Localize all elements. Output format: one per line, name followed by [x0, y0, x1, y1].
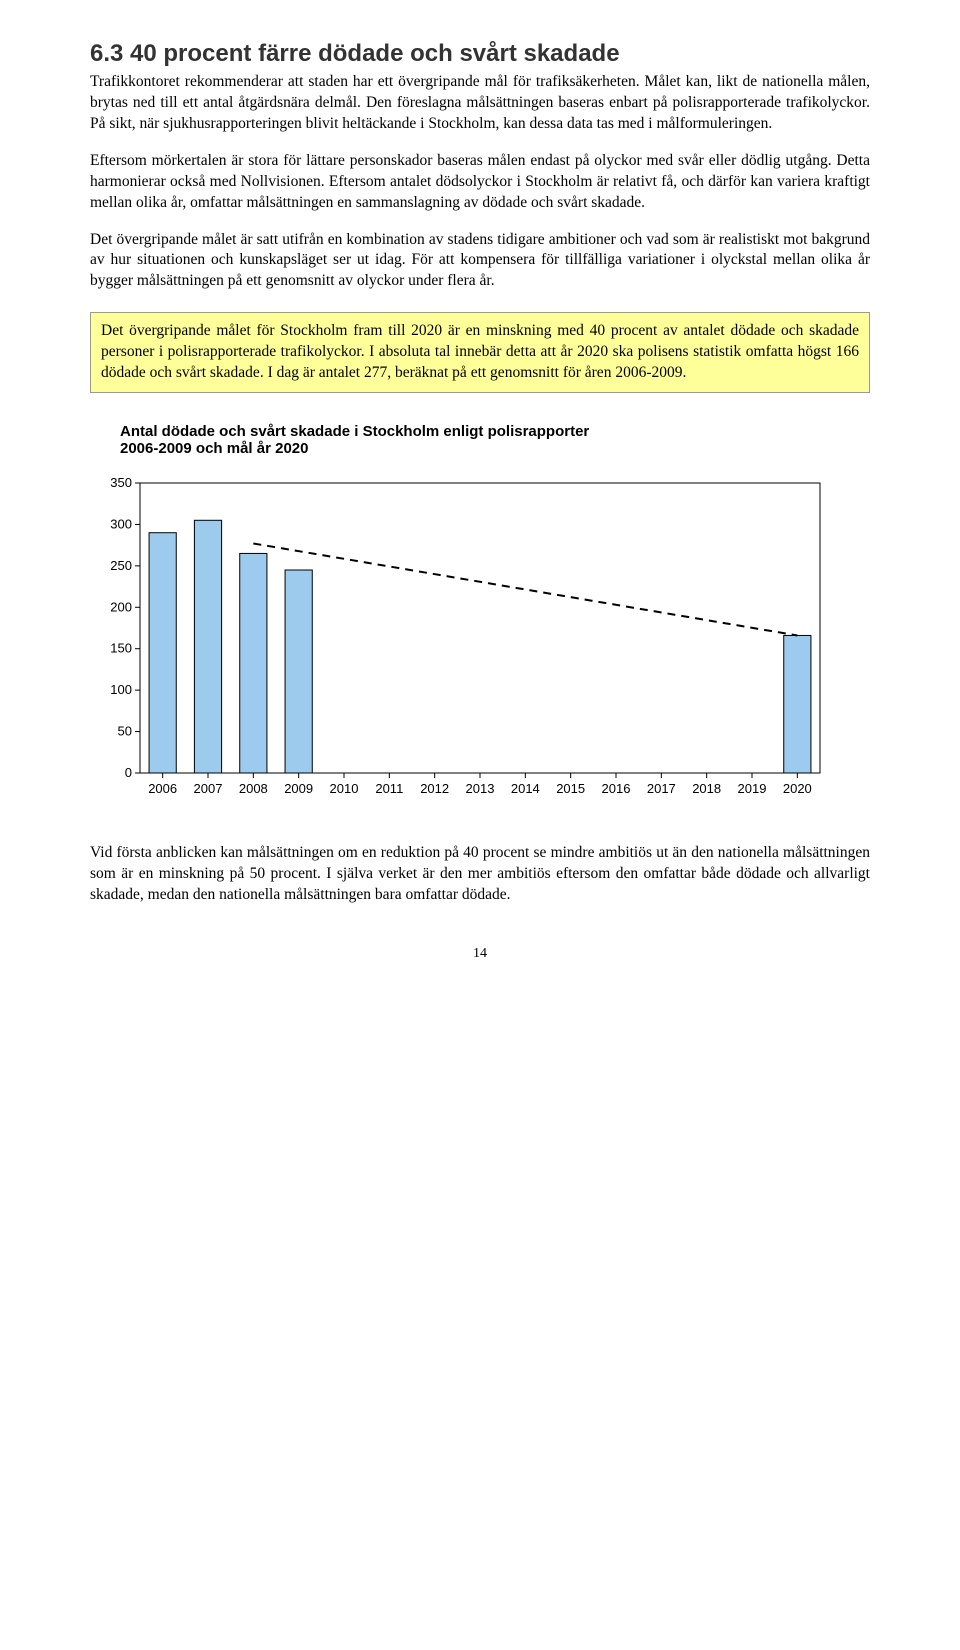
svg-text:2012: 2012	[420, 781, 449, 796]
svg-text:2018: 2018	[692, 781, 721, 796]
svg-text:2016: 2016	[602, 781, 631, 796]
svg-text:2010: 2010	[330, 781, 359, 796]
bar-chart: 0 50 100 150 200 250 300 350 2006 2007 2008 2009 201…	[90, 473, 830, 803]
svg-text:2009: 2009	[284, 781, 313, 796]
chart-title: Antal dödade och svårt skadade i Stockho…	[90, 423, 870, 457]
section-heading: 6.3 40 procent färre dödade och svårt sk…	[90, 40, 870, 68]
svg-text:2006: 2006	[148, 781, 177, 796]
highlight-box: Det övergripande målet för Stockholm fra…	[90, 312, 870, 393]
svg-text:2020: 2020	[783, 781, 812, 796]
svg-text:350: 350	[110, 475, 132, 490]
svg-text:2013: 2013	[466, 781, 495, 796]
svg-text:0: 0	[125, 765, 132, 780]
svg-text:2017: 2017	[647, 781, 676, 796]
svg-text:50: 50	[118, 724, 132, 739]
svg-text:300: 300	[110, 516, 132, 531]
chart-title-line2: 2006-2009 och mål år 2020	[120, 440, 308, 457]
svg-text:2011: 2011	[375, 781, 403, 796]
svg-text:2007: 2007	[194, 781, 223, 796]
svg-text:250: 250	[110, 558, 132, 573]
svg-text:150: 150	[110, 641, 132, 656]
svg-text:100: 100	[110, 682, 132, 697]
chart-svg: 0 50 100 150 200 250 300 350 2006 2007 2008 2009 201…	[90, 473, 830, 803]
svg-text:2019: 2019	[738, 781, 767, 796]
svg-text:2014: 2014	[511, 781, 540, 796]
highlight-text: Det övergripande målet för Stockholm fra…	[101, 321, 859, 384]
page-number: 14	[90, 946, 870, 962]
body-paragraph-4: Vid första anblicken kan målsättningen o…	[90, 843, 870, 906]
svg-text:2015: 2015	[556, 781, 585, 796]
chart-title-line1: Antal dödade och svårt skadade i Stockho…	[120, 423, 589, 440]
svg-text:2008: 2008	[239, 781, 268, 796]
svg-text:200: 200	[110, 599, 132, 614]
body-paragraph-1: Trafikkontoret rekommenderar att staden …	[90, 72, 870, 135]
body-paragraph-2: Eftersom mörkertalen är stora för lättar…	[90, 151, 870, 214]
chart-container: Antal dödade och svårt skadade i Stockho…	[90, 423, 870, 803]
body-paragraph-3: Det övergripande målet är satt utifrån e…	[90, 230, 870, 293]
